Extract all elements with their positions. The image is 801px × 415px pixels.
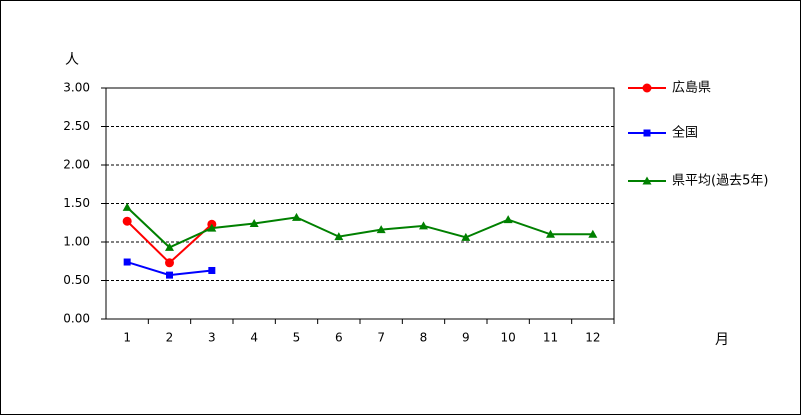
y-axis-label: 人	[65, 52, 79, 68]
x-tick-label: 2	[166, 331, 174, 345]
x-tick-label: 3	[208, 331, 216, 345]
x-tick-label: 11	[543, 331, 558, 345]
legend-label: 全国	[672, 125, 698, 141]
data-point	[461, 232, 471, 241]
data-point	[419, 221, 428, 230]
y-tick-label: 1.00	[63, 235, 90, 249]
x-tick-label: 1	[123, 331, 131, 345]
x-tick-label: 8	[420, 331, 428, 345]
x-tick-label: 9	[462, 331, 470, 345]
data-point	[546, 229, 555, 238]
x-axis-label: 月	[715, 332, 729, 348]
data-point	[165, 242, 174, 251]
x-tick-label: 10	[501, 331, 516, 345]
y-tick-label: 2.50	[63, 119, 90, 133]
x-tick-label: 5	[293, 331, 301, 345]
data-point	[122, 202, 132, 211]
legend-label: 広島県	[672, 81, 711, 96]
legend-marker	[642, 83, 652, 93]
series-line	[126, 206, 593, 249]
legend-label: 県平均(過去5年)	[672, 174, 768, 189]
data-point	[122, 216, 132, 226]
legend-marker	[642, 176, 652, 185]
data-point	[588, 229, 598, 238]
x-tick-label: 4	[250, 331, 258, 345]
data-point	[123, 258, 131, 266]
y-tick-label: 0.50	[63, 273, 90, 287]
data-point	[292, 212, 301, 221]
data-point	[503, 215, 513, 224]
y-tick-label: 2.00	[63, 158, 90, 172]
data-point	[166, 271, 173, 279]
y-tick-label: 3.00	[63, 81, 90, 95]
x-tick-label: 6	[335, 331, 343, 345]
data-point	[376, 225, 386, 234]
x-tick-label: 7	[377, 331, 385, 345]
x-tick-label: 12	[585, 331, 600, 345]
data-point	[249, 219, 259, 228]
y-tick-label: 0.00	[63, 312, 90, 326]
y-tick-label: 1.50	[63, 196, 90, 210]
data-point	[334, 232, 344, 241]
data-point	[208, 266, 216, 274]
data-point	[165, 258, 174, 268]
data-point	[207, 223, 217, 232]
legend-marker	[643, 129, 651, 137]
